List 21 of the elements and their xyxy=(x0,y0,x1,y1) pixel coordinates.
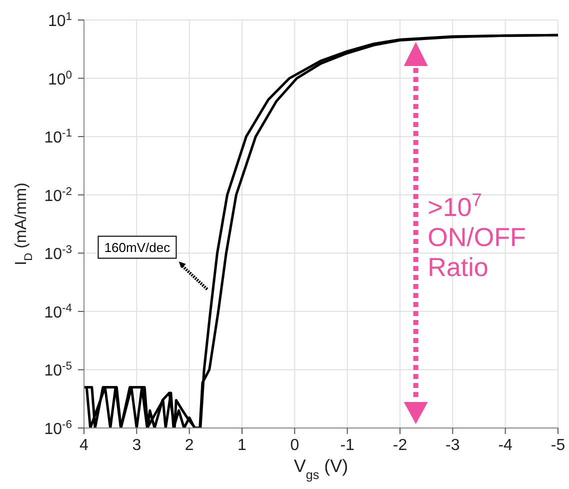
y-tick-label: 10$^{0}$ xyxy=(48,69,72,88)
y-tick-label: 10$^{-6}$ xyxy=(44,419,72,438)
x-tick-label: 0 xyxy=(290,437,300,454)
y-tick-label: 10$^{-1}$ xyxy=(44,128,72,147)
x-tick-label: -2 xyxy=(392,437,408,454)
x-tick-label: -3 xyxy=(446,437,460,454)
annotation: 160mV/dec xyxy=(104,240,171,256)
x-tick-label: 3 xyxy=(132,437,142,454)
x-tick-label: -4 xyxy=(498,437,513,454)
x-tick-label: 1 xyxy=(238,437,247,454)
x-tick-label: 4 xyxy=(80,437,89,454)
x-axis-title: V$_{gs}$ (V) xyxy=(294,456,348,482)
x-tick-label: -1 xyxy=(340,437,355,454)
annotation: >10$^{7}$ ON/OFF Ratio xyxy=(428,190,526,282)
y-tick-label: 10$^{-2}$ xyxy=(44,186,72,205)
y-tick-label: 10$^{-5}$ xyxy=(44,360,72,380)
y-tick-label: 10$^{1}$ xyxy=(48,11,72,30)
y-tick-label: 10$^{-3}$ xyxy=(44,244,72,264)
x-tick-label: 2 xyxy=(184,437,194,454)
y-tick-label: 10$^{-4}$ xyxy=(44,302,72,322)
x-tick-label: -5 xyxy=(550,437,566,454)
